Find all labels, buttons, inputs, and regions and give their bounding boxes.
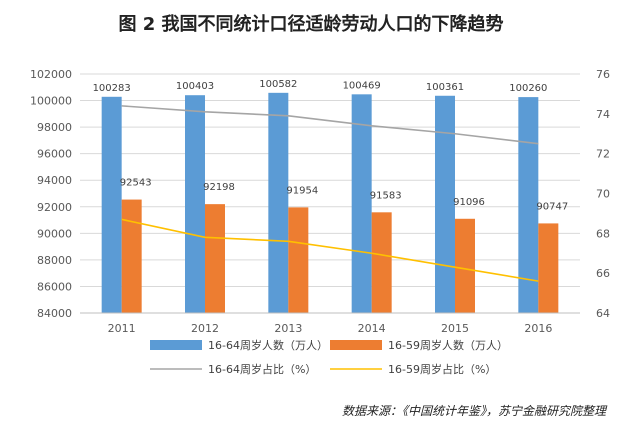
gridlines [80, 73, 580, 314]
legend: 16-64周岁人数（万人） 16-59周岁人数（万人） 16-64周岁占比（%） 16… [150, 338, 508, 376]
series-line [121, 218, 539, 282]
y-tick-label: 88000 [37, 254, 72, 267]
y2-tick-label: 76 [596, 68, 610, 81]
y-tick-label: 86000 [37, 280, 72, 293]
data-label: 100260 [509, 83, 547, 94]
bar [185, 95, 205, 313]
source-note: 数据来源：《中国统计年鉴》，苏宁金融研究院整理 [341, 404, 606, 418]
y-tick-label: 98000 [37, 121, 72, 134]
bar [121, 199, 142, 313]
data-label: 91954 [286, 185, 318, 196]
axes: 84000 86000 88000 90000 92000 94000 96000 98000… [30, 68, 610, 335]
data-label: 92543 [120, 178, 152, 189]
bar [351, 94, 372, 313]
y-tick-label: 96000 [37, 148, 72, 161]
lines [121, 105, 539, 282]
data-label: 90747 [536, 201, 568, 212]
legend-label: 16-59周岁占比（%） [388, 362, 496, 376]
y2-tick-label: 72 [596, 148, 610, 161]
data-label: 100403 [176, 81, 214, 92]
bar [538, 223, 559, 313]
bar [101, 96, 122, 313]
y2-tick-label: 74 [596, 108, 610, 121]
bar [288, 207, 309, 313]
y-tick-label: 90000 [37, 227, 72, 240]
y-tick-label: 94000 [37, 174, 72, 187]
bar [455, 218, 475, 313]
legend-label: 16-64周岁人数（万人） [208, 338, 328, 352]
bars [101, 92, 559, 314]
x-tick-label: 2013 [274, 322, 302, 335]
legend-label: 16-64周岁占比（%） [208, 362, 316, 376]
bar [518, 97, 539, 313]
data-label: 92198 [203, 182, 235, 193]
y-tick-label: 84000 [37, 307, 72, 320]
y-tick-label: 92000 [37, 201, 72, 214]
data-label: 100582 [259, 79, 297, 90]
x-tick-label: 2012 [191, 322, 219, 335]
x-tick-label: 2016 [524, 322, 552, 335]
data-label: 100361 [426, 82, 464, 93]
x-tick-label: 2011 [108, 322, 136, 335]
bar [205, 204, 225, 313]
bar [371, 212, 392, 313]
data-label: 91583 [370, 190, 402, 201]
chart-title: 图 2 我国不同统计口径适龄劳动人口的下降趋势 [118, 14, 504, 35]
series-line [121, 105, 539, 145]
x-tick-label: 2015 [441, 322, 469, 335]
y-tick-label: 100000 [30, 95, 72, 108]
x-tick-label: 2014 [358, 322, 386, 335]
data-label: 100283 [93, 83, 131, 94]
data-labels: 100283 100403 100582 100469 100361 100260 9254… [93, 79, 569, 213]
legend-swatch [330, 340, 382, 350]
y-tick-label: 102000 [30, 68, 72, 81]
legend-label: 16-59周岁人数（万人） [388, 338, 508, 352]
y2-tick-label: 64 [596, 307, 610, 320]
data-label: 100469 [343, 80, 381, 91]
data-label: 91096 [453, 197, 485, 208]
y2-tick-label: 70 [596, 188, 610, 201]
bar [435, 95, 455, 314]
legend-swatch [150, 340, 202, 350]
bar [268, 92, 289, 314]
y2-tick-label: 68 [596, 227, 610, 240]
y2-tick-label: 66 [596, 267, 610, 280]
